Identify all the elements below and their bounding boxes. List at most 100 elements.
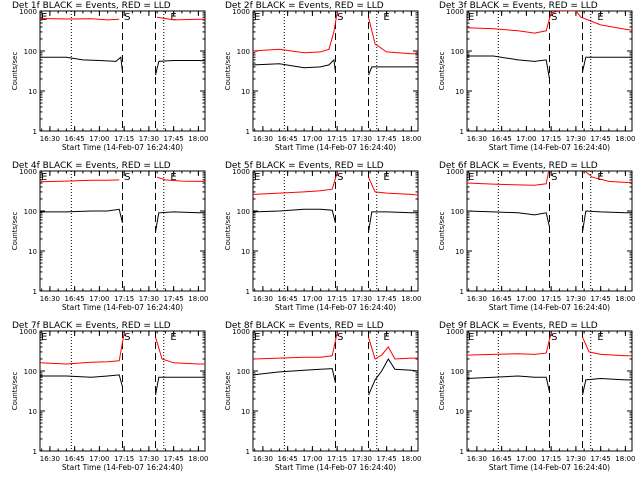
start-marker-label: S [551, 172, 557, 183]
y-tick-label: 1000 [232, 328, 250, 336]
end-marker-label: E [170, 12, 176, 23]
series-line-events [583, 57, 633, 72]
series-line-events [253, 369, 336, 383]
series-line-lld [40, 19, 119, 20]
end-marker-label: E [383, 172, 389, 183]
series-line-lld [40, 333, 124, 364]
y-tick-label: 1000 [19, 168, 37, 176]
y-tick-label: 10 [28, 88, 37, 96]
y-tick-label: 1 [33, 128, 37, 136]
x-tick-label: 18:00 [401, 295, 421, 303]
series-line-lld [157, 177, 205, 181]
y-tick-label: 10 [455, 88, 464, 96]
x-tick-label: 17:00 [89, 455, 109, 463]
x-tick-label: 17:15 [327, 455, 347, 463]
end-marker-label: E [170, 172, 176, 183]
x-tick-label: 17:30 [139, 135, 159, 143]
x-tick-label: 17:15 [541, 455, 561, 463]
x-tick-label: 16:45 [492, 455, 512, 463]
start-marker-label: S [124, 172, 130, 183]
x-tick-label: 17:00 [89, 135, 109, 143]
event-marker-label: E [41, 332, 47, 343]
x-tick-label: 17:45 [377, 455, 397, 463]
start-marker-label: S [337, 12, 343, 23]
event-marker-label: E [254, 332, 260, 343]
y-tick-label: 1 [246, 448, 250, 456]
x-tick-label: 18:00 [401, 455, 421, 463]
y-tick-label: 1 [460, 448, 464, 456]
series-line-lld [369, 17, 419, 54]
detector-panel-1f: Det 1f BLACK = Events, RED = LLD 1 10 100 10… [11, 1, 208, 152]
series-line-events [467, 211, 550, 227]
series-line-lld [583, 337, 633, 356]
x-tick-label: 17:30 [352, 455, 372, 463]
series-line-events [467, 376, 550, 392]
y-axis-label: Counts/sec [224, 52, 232, 91]
x-tick-label: 17:45 [164, 455, 184, 463]
x-tick-label: 16:30 [40, 455, 60, 463]
x-tick-label: 17:00 [89, 295, 109, 303]
x-tick-label: 16:45 [278, 135, 298, 143]
event-marker-label: E [468, 12, 474, 23]
series-line-lld [157, 17, 205, 20]
series-line-lld [369, 177, 419, 195]
y-tick-label: 10 [28, 248, 37, 256]
end-marker-label: E [170, 332, 176, 343]
start-marker-label: S [124, 332, 130, 343]
plot-area [40, 333, 205, 395]
x-axis-label: Start Time (14-Feb-07 16:24:40) [275, 463, 396, 472]
plot-area [253, 333, 418, 395]
x-tick-label: 16:30 [40, 135, 60, 143]
x-tick-label: 17:45 [591, 295, 611, 303]
end-marker-label: E [597, 12, 603, 23]
event-marker-label: E [254, 172, 260, 183]
y-tick-label: 100 [237, 48, 250, 56]
x-tick-label: 17:15 [541, 135, 561, 143]
y-tick-label: 1000 [232, 8, 250, 16]
y-tick-label: 1 [460, 288, 464, 296]
event-marker-label: E [41, 12, 47, 23]
start-marker-label: S [124, 12, 130, 23]
x-tick-label: 17:30 [352, 135, 372, 143]
series-line-events [583, 211, 633, 232]
end-marker-label: E [383, 332, 389, 343]
x-tick-label: 18:00 [615, 455, 635, 463]
x-tick-label: 17:30 [566, 295, 586, 303]
x-tick-label: 17:30 [566, 455, 586, 463]
x-axis-label: Start Time (14-Feb-07 16:24:40) [489, 303, 610, 312]
detector-panel-8f: Det 8f BLACK = Events, RED = LLD11010010… [224, 321, 421, 472]
x-tick-label: 17:30 [352, 295, 372, 303]
x-axis-label: Start Time (14-Feb-07 16:24:40) [62, 143, 183, 152]
y-tick-label: 100 [451, 208, 464, 216]
x-tick-label: 17:45 [377, 135, 397, 143]
x-tick-label: 17:15 [541, 295, 561, 303]
start-marker-label: S [337, 332, 343, 343]
x-tick-label: 18:00 [188, 455, 208, 463]
start-marker-label: S [551, 12, 557, 23]
event-marker-label: E [254, 12, 260, 23]
x-tick-label: 18:00 [188, 135, 208, 143]
detector-panel-4f: Det 4f BLACK = Events, RED = LLD11010010… [11, 161, 208, 312]
x-tick-label: 17:15 [114, 295, 134, 303]
x-axis-label: Start Time (14-Feb-07 16:24:40) [62, 463, 183, 472]
series-line-events [583, 379, 633, 396]
x-axis-label: Start Time (14-Feb-07 16:24:40) [62, 303, 183, 312]
x-tick-label: 17:15 [114, 135, 134, 143]
x-tick-label: 16:45 [492, 295, 512, 303]
x-tick-label: 17:00 [516, 455, 536, 463]
y-axis-label: Counts/sec [438, 372, 446, 411]
start-marker-label: S [551, 332, 557, 343]
detector-panel-7f: Det 7f BLACK = Events, RED = LLD 1 10 100 10… [11, 321, 208, 472]
x-tick-label: 16:45 [492, 135, 512, 143]
detector-panel-6f: Det 6f BLACK = Events, RED = LLD 1 10 100 10… [438, 131, 635, 312]
y-tick-label: 10 [455, 248, 464, 256]
x-tick-label: 16:30 [467, 135, 487, 143]
detector-panel-5f: Det 5f BLACK = Events, RED = LLD 1 10 100 10… [224, 161, 421, 312]
plot-area [253, 173, 418, 232]
start-marker-label: S [337, 172, 343, 183]
y-tick-label: 10 [241, 408, 250, 416]
y-axis-label: Counts/sec [438, 52, 446, 91]
end-marker-label: E [597, 332, 603, 343]
end-marker-label: E [383, 12, 389, 23]
